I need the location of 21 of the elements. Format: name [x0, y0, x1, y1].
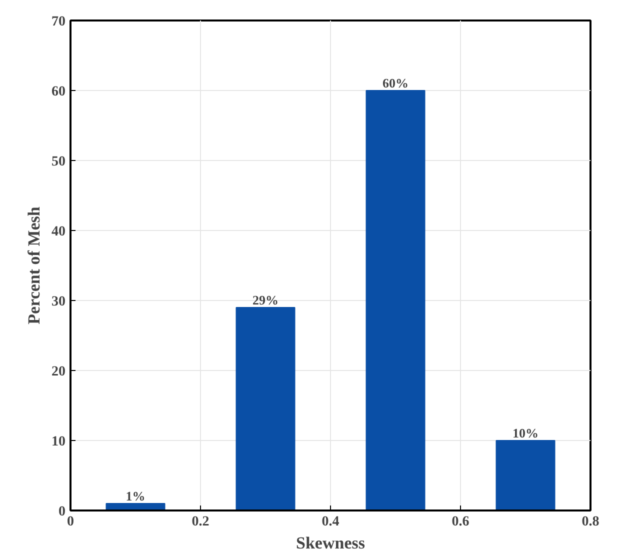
y-tick-label: 20 — [52, 364, 66, 380]
bar — [236, 307, 296, 510]
x-tick-label: 0.4 — [322, 514, 340, 530]
y-tick-label: 50 — [52, 154, 66, 170]
y-tick-label: 10 — [52, 434, 66, 450]
y-tick-label: 70 — [52, 14, 66, 30]
data-label: 60% — [382, 76, 408, 90]
data-label: 10% — [512, 426, 538, 440]
x-tick-label: 0.6 — [452, 514, 470, 530]
y-tick-label: 60 — [52, 84, 66, 100]
y-axis-title: Percent of Mesh — [24, 206, 44, 324]
y-tick-label: 40 — [52, 224, 66, 240]
y-tick-label: 0 — [58, 504, 66, 520]
x-tick-label: 0.2 — [192, 514, 210, 530]
data-label: 29% — [252, 292, 278, 308]
x-tick-label: 0.8 — [582, 514, 600, 530]
data-label: 1% — [126, 488, 146, 504]
x-axis-title: Skewness — [296, 534, 366, 552]
bar — [496, 440, 556, 510]
bar — [366, 90, 426, 510]
y-tick-label: 30 — [52, 294, 66, 310]
